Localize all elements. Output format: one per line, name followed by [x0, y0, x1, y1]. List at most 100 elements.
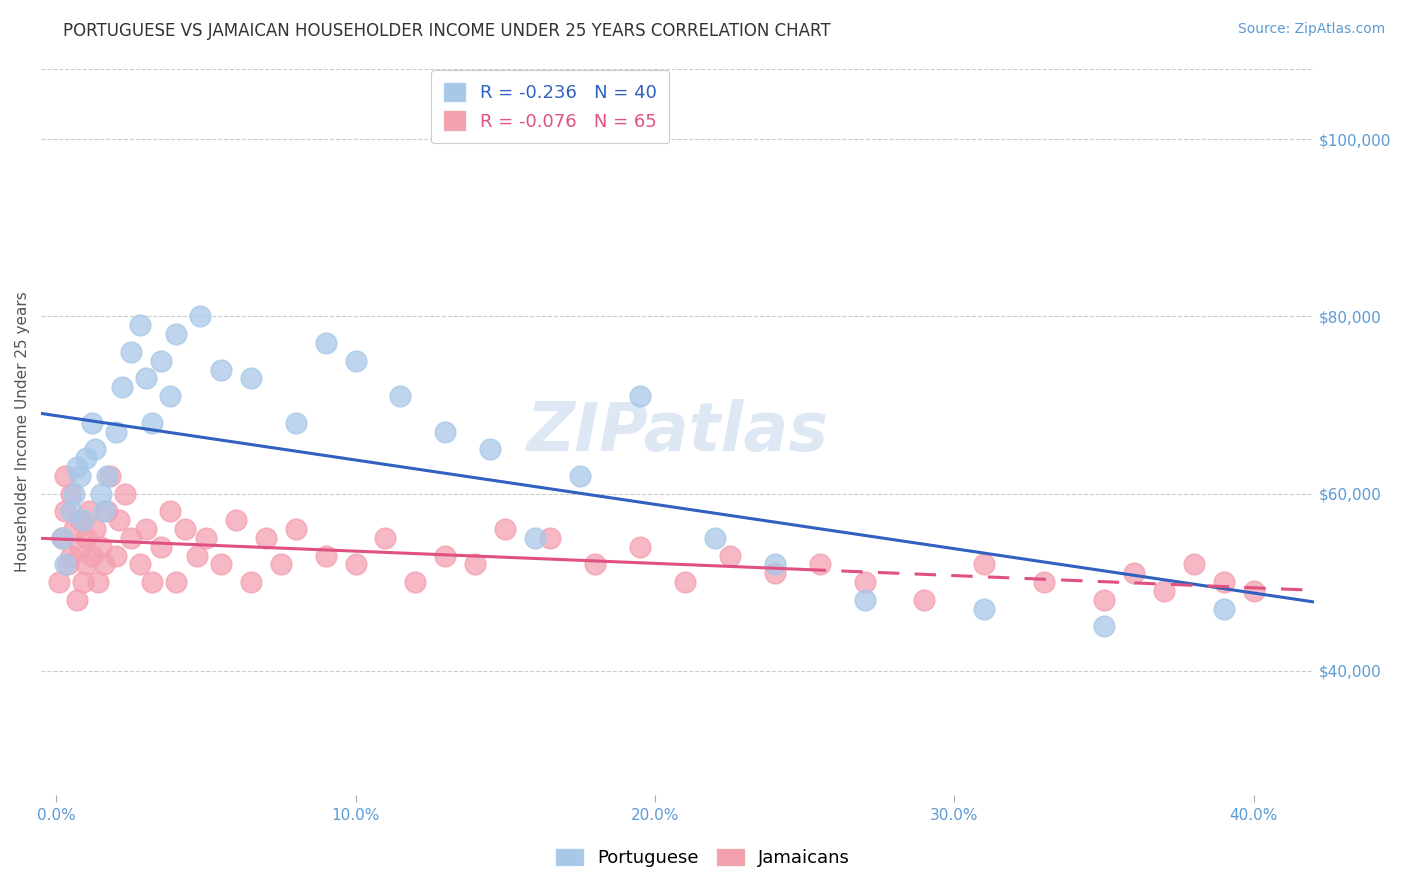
Legend: Portuguese, Jamaicans: Portuguese, Jamaicans — [548, 841, 858, 874]
Point — [1123, 566, 1146, 581]
Point — [120, 344, 142, 359]
Point — [1213, 575, 1236, 590]
Point — [315, 549, 337, 563]
Point — [173, 522, 195, 536]
Point — [69, 468, 91, 483]
Text: ZIPatlas: ZIPatlas — [526, 399, 828, 465]
Point — [464, 558, 486, 572]
Point — [53, 468, 76, 483]
Point — [718, 549, 741, 563]
Point — [389, 389, 412, 403]
Point — [98, 468, 121, 483]
Point — [53, 558, 76, 572]
Text: Source: ZipAtlas.com: Source: ZipAtlas.com — [1237, 22, 1385, 37]
Point — [853, 575, 876, 590]
Point — [239, 575, 262, 590]
Point — [374, 531, 396, 545]
Point — [141, 575, 163, 590]
Point — [69, 513, 91, 527]
Point — [63, 522, 86, 536]
Point — [129, 558, 152, 572]
Point — [90, 540, 112, 554]
Point — [72, 513, 94, 527]
Point — [111, 380, 134, 394]
Point — [69, 540, 91, 554]
Point — [141, 416, 163, 430]
Point — [87, 575, 110, 590]
Point — [96, 468, 118, 483]
Point — [53, 504, 76, 518]
Point — [165, 327, 187, 342]
Point — [494, 522, 516, 536]
Point — [60, 486, 83, 500]
Point — [159, 389, 181, 403]
Point — [93, 558, 115, 572]
Point — [80, 416, 103, 430]
Point — [284, 522, 307, 536]
Point — [209, 362, 232, 376]
Point — [1213, 601, 1236, 615]
Point — [84, 442, 107, 457]
Y-axis label: Householder Income Under 25 years: Householder Income Under 25 years — [15, 291, 30, 572]
Point — [1182, 558, 1205, 572]
Point — [344, 353, 367, 368]
Point — [60, 549, 83, 563]
Point — [973, 601, 995, 615]
Text: PORTUGUESE VS JAMAICAN HOUSEHOLDER INCOME UNDER 25 YEARS CORRELATION CHART: PORTUGUESE VS JAMAICAN HOUSEHOLDER INCOM… — [63, 22, 831, 40]
Point — [75, 558, 97, 572]
Point — [479, 442, 502, 457]
Point — [96, 504, 118, 518]
Point — [60, 504, 83, 518]
Point — [270, 558, 292, 572]
Point — [75, 451, 97, 466]
Point — [209, 558, 232, 572]
Point — [51, 531, 73, 545]
Point — [973, 558, 995, 572]
Point — [75, 531, 97, 545]
Point — [51, 531, 73, 545]
Point — [188, 310, 211, 324]
Point — [569, 468, 592, 483]
Point — [80, 549, 103, 563]
Point — [853, 592, 876, 607]
Point — [56, 558, 79, 572]
Point — [1153, 583, 1175, 598]
Point — [284, 416, 307, 430]
Point — [149, 540, 172, 554]
Point — [538, 531, 561, 545]
Point — [66, 460, 89, 475]
Point — [186, 549, 208, 563]
Point — [1092, 619, 1115, 633]
Point — [120, 531, 142, 545]
Point — [149, 353, 172, 368]
Point — [808, 558, 831, 572]
Point — [135, 522, 157, 536]
Point — [114, 486, 136, 500]
Point — [108, 513, 131, 527]
Point — [1243, 583, 1265, 598]
Point — [66, 592, 89, 607]
Point — [763, 558, 786, 572]
Point — [434, 549, 457, 563]
Point — [1092, 592, 1115, 607]
Point — [914, 592, 936, 607]
Point — [254, 531, 277, 545]
Point — [63, 486, 86, 500]
Point — [404, 575, 426, 590]
Point — [165, 575, 187, 590]
Point — [225, 513, 247, 527]
Legend: R = -0.236   N = 40, R = -0.076   N = 65: R = -0.236 N = 40, R = -0.076 N = 65 — [432, 70, 669, 144]
Point — [135, 371, 157, 385]
Point — [77, 504, 100, 518]
Point — [48, 575, 70, 590]
Point — [1033, 575, 1056, 590]
Point — [763, 566, 786, 581]
Point — [344, 558, 367, 572]
Point — [104, 549, 127, 563]
Point — [673, 575, 696, 590]
Point — [72, 575, 94, 590]
Point — [129, 318, 152, 333]
Point — [434, 425, 457, 439]
Point — [159, 504, 181, 518]
Point — [104, 425, 127, 439]
